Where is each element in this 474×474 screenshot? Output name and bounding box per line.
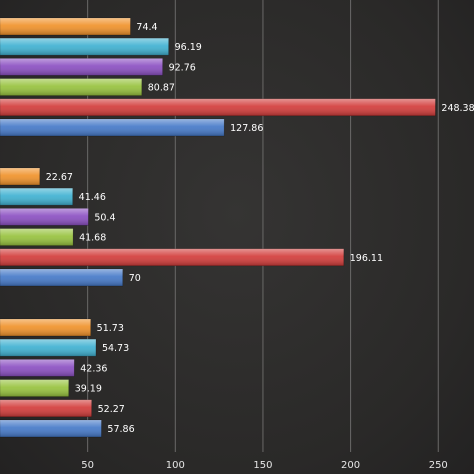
x-tick-label-200: 200: [341, 460, 360, 471]
data-label-1-1: 74.4: [136, 22, 157, 33]
data-label-3-2: 54.73: [102, 343, 129, 354]
bar-3-2: [0, 338, 97, 357]
bar-3-5: [0, 399, 92, 418]
bar-2-1: [0, 167, 41, 186]
data-label-3-4: 39.19: [75, 384, 102, 395]
bar-3-1: [0, 318, 91, 337]
x-axis-ticks: 50 100 150 200 250: [81, 460, 448, 471]
data-label-3-6: 57.86: [107, 424, 134, 435]
data-label-2-4: 41.68: [79, 233, 106, 244]
x-tick-label-50: 50: [81, 460, 94, 471]
data-label-1-5: 248.385: [441, 103, 474, 114]
bar-3-4: [0, 379, 70, 397]
x-tick-label-100: 100: [166, 460, 185, 471]
data-label-2-5: 196.11: [350, 253, 383, 264]
data-label-1-4: 80.87: [148, 83, 175, 94]
data-labels: 74.4 96.19 92.76 80.87 248.385 127.86 22.67 41.…: [46, 22, 474, 435]
bar-2-4: [0, 228, 74, 246]
bar-2-3: [0, 208, 89, 226]
bar-2-5: [0, 248, 345, 267]
grid-lines: [87, 0, 439, 452]
x-tick-label-150: 150: [253, 460, 272, 471]
data-label-2-6: 70: [129, 273, 141, 284]
bar-3-3: [0, 359, 75, 377]
bar-series: [0, 17, 436, 438]
x-tick-label-250: 250: [429, 460, 448, 471]
bar-1-4: [0, 78, 143, 96]
data-label-1-2: 96.19: [175, 42, 202, 53]
bar-1-3: [0, 58, 163, 76]
bar-2-2: [0, 187, 73, 206]
bar-1-6: [0, 118, 225, 137]
bar-1-5: [0, 98, 436, 117]
data-label-2-2: 41.46: [79, 192, 106, 203]
bar-3-6: [0, 419, 102, 438]
data-label-1-6: 127.86: [230, 123, 263, 134]
data-label-3-3: 42.36: [80, 363, 107, 374]
bar-1-1: [0, 17, 131, 36]
data-label-1-3: 92.76: [169, 62, 196, 73]
data-label-3-1: 51.73: [97, 323, 124, 334]
data-label-3-5: 52.27: [98, 404, 125, 415]
data-label-2-3: 50.4: [94, 212, 115, 223]
bar-1-2: [0, 37, 169, 56]
data-label-2-1: 22.67: [46, 172, 73, 183]
bar-2-6: [0, 268, 124, 287]
